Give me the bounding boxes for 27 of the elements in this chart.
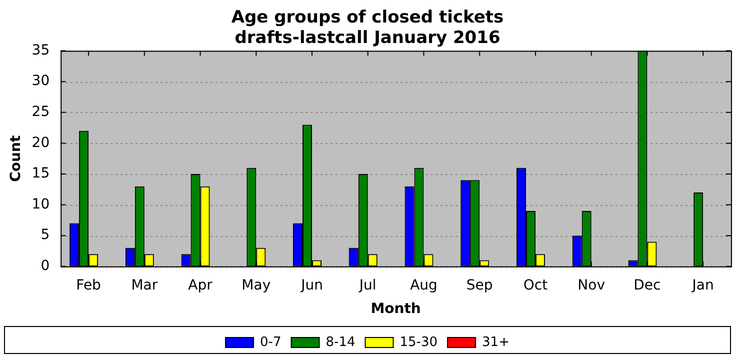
- legend-label: 31+: [482, 334, 510, 350]
- x-tick-label: Aug: [410, 277, 438, 294]
- x-tick-label: May: [242, 277, 271, 294]
- x-tick-label: Sep: [466, 277, 493, 294]
- legend-label: 8-14: [326, 334, 356, 350]
- chart-title: Age groups of closed tickets drafts-lastcall January 2016: [231, 8, 504, 48]
- y-tick-label: 0: [40, 258, 50, 274]
- x-tick-label: Feb: [76, 277, 102, 294]
- y-tick-label: 5: [40, 227, 50, 244]
- x-tick-label: Apr: [188, 277, 213, 294]
- y-tick-label: 35: [32, 42, 50, 58]
- y-axis-title: Count: [8, 135, 24, 182]
- legend-label: 15-30: [400, 334, 438, 350]
- y-tick-label: 15: [32, 166, 50, 182]
- y-tick-label: 10: [32, 196, 50, 212]
- legend-label: 0-7: [260, 334, 282, 350]
- x-tick-label: Nov: [578, 277, 605, 294]
- x-tick-label: Oct: [523, 277, 548, 294]
- y-tick-label: 30: [32, 73, 50, 90]
- y-tick-label: 20: [32, 134, 50, 151]
- x-tick-label: Jun: [300, 277, 323, 294]
- x-tick-label: Mar: [131, 277, 158, 294]
- x-axis-title: Month: [370, 301, 421, 318]
- x-tick-label: Jan: [691, 277, 714, 294]
- x-tick-label: Jul: [358, 277, 376, 294]
- y-tick-label: 25: [32, 104, 50, 120]
- x-tick-label: Dec: [634, 277, 661, 294]
